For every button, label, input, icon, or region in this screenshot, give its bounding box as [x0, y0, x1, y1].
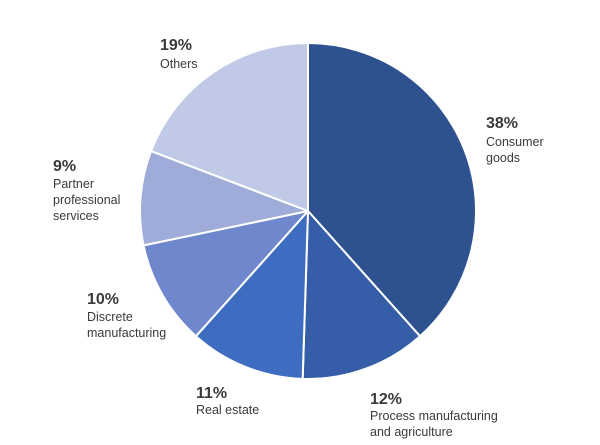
category-label: professional [53, 193, 120, 207]
pie-slice-2 [194, 210, 309, 380]
label-discrete-manufacturing: 10% Discrete manufacturing [87, 291, 166, 340]
category-label: and agriculture [370, 425, 453, 439]
pie-slice-3 [142, 210, 309, 338]
data-label-percent: 38% [486, 115, 518, 132]
category-label: manufacturing [87, 326, 166, 340]
data-label-percent: 12% [370, 391, 402, 408]
label-consumer-goods: 38% Consumer goods [486, 115, 544, 165]
data-label-percent: 9% [53, 158, 76, 175]
data-label-percent: 19% [160, 37, 192, 54]
category-label: Others [160, 57, 198, 71]
pie-slices [139, 42, 477, 380]
category-label: goods [486, 151, 520, 165]
category-label: Real estate [196, 403, 259, 417]
label-process-manufacturing: 12% Process manufacturing and agricultur… [370, 391, 498, 439]
label-real-estate: 11% Real estate [196, 385, 259, 417]
pie-slice-0 [307, 42, 477, 338]
label-partner-professional-services: 9% Partner professional services [53, 158, 120, 223]
label-others: 19% Others [160, 37, 198, 71]
pie-slice-5 [150, 42, 309, 212]
category-label: Partner [53, 177, 94, 191]
data-label-percent: 11% [196, 385, 227, 402]
pie-slice-4 [139, 150, 309, 247]
category-label: services [53, 209, 99, 223]
category-label: Consumer [486, 135, 544, 149]
category-label: Process manufacturing [370, 409, 498, 423]
category-label: Discrete [87, 310, 133, 324]
pie-slice-1 [301, 210, 422, 380]
data-label-percent: 10% [87, 291, 119, 308]
